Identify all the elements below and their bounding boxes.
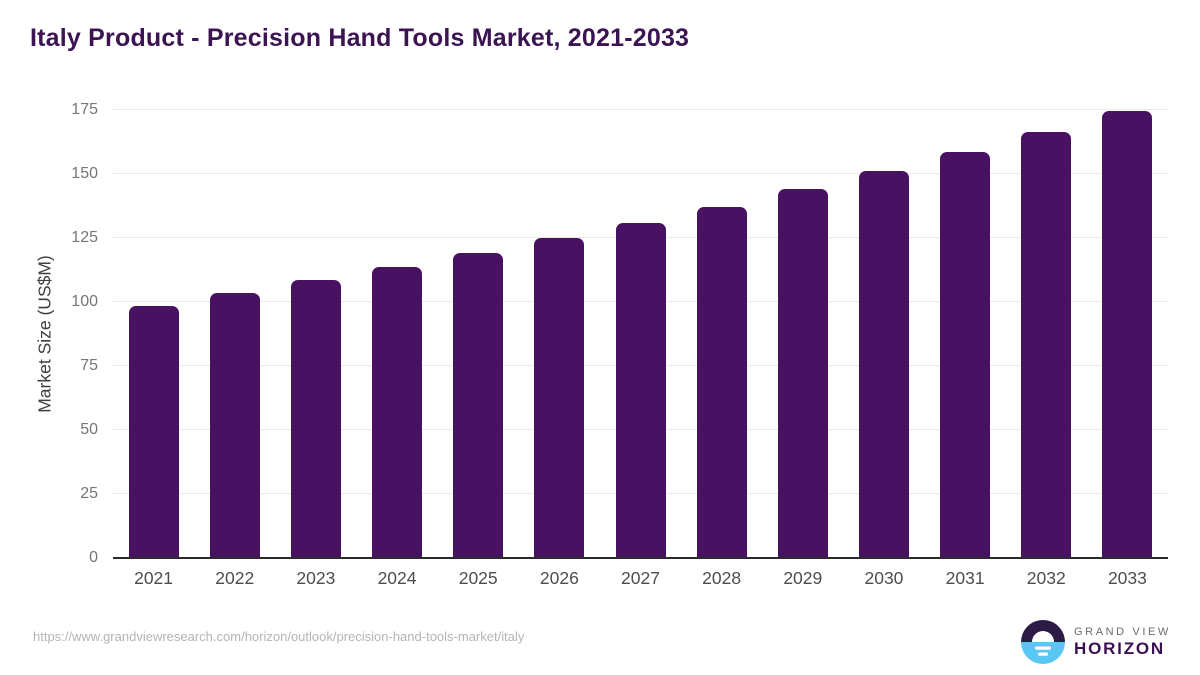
x-tick-label-2023: 2023 [296,568,336,588]
bar-2026[interactable] [534,238,585,558]
y-axis-title: Market Size (US$M) [34,255,55,413]
y-tick-label-75: 75 [80,357,98,374]
y-tick-label-100: 100 [71,293,98,310]
y-tick-label-0: 0 [89,549,98,566]
brand-name-bottom: HORIZON [1074,639,1165,658]
x-tick-label-2030: 2030 [864,568,904,588]
x-tick-label-2027: 2027 [621,568,660,588]
bar-2032[interactable] [1021,132,1072,558]
x-tick-label-2028: 2028 [702,568,742,588]
y-tick-label-125: 125 [71,229,98,246]
bar-2024[interactable] [372,266,423,558]
bar-2033[interactable] [1102,111,1153,558]
x-tick-label-2032: 2032 [1026,568,1066,588]
brand-logo-text: GRAND VIEW HORIZON [1074,626,1171,658]
y-tick-label-175: 175 [71,101,98,118]
x-axis-line [113,557,1168,559]
chart-title: Italy Product - Precision Hand Tools Mar… [30,24,690,52]
bar-2025[interactable] [453,252,504,558]
gridline-150 [113,173,1168,174]
bar-2027[interactable] [615,222,666,558]
bar-2030[interactable] [858,171,909,558]
y-tick-label-25: 25 [80,485,98,502]
bar-2031[interactable] [940,152,991,558]
x-tick-label-2025: 2025 [458,568,498,588]
x-tick-label-2026: 2026 [539,568,579,588]
brand-name-top: GRAND VIEW [1074,626,1171,638]
bar-2022[interactable] [209,293,260,558]
bar-2029[interactable] [777,189,828,558]
bar-2028[interactable] [696,206,747,558]
x-tick-label-2021: 2021 [134,568,174,588]
source-url: https://www.grandviewresearch.com/horizo… [33,629,525,644]
brand-logo: GRAND VIEW HORIZON [1021,620,1171,664]
gridline-175 [113,109,1168,110]
bar-2021[interactable] [128,306,179,558]
x-tick-label-2033: 2033 [1107,568,1147,588]
x-tick-label-2024: 2024 [377,568,417,588]
bar-2023[interactable] [290,280,341,558]
y-tick-label-150: 150 [71,165,98,182]
x-tick-label-2029: 2029 [783,568,823,588]
plot-area [113,109,1168,559]
x-tick-label-2031: 2031 [945,568,985,588]
horizon-logo-icon [1021,620,1065,664]
y-tick-label-50: 50 [80,421,98,438]
x-tick-label-2022: 2022 [215,568,255,588]
